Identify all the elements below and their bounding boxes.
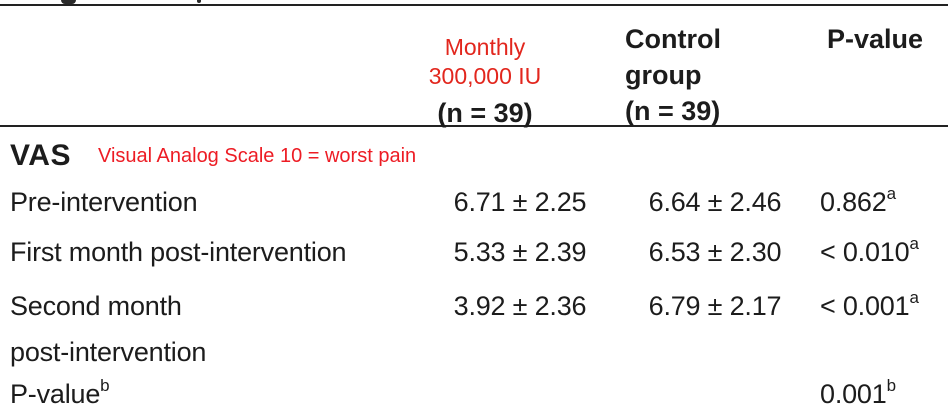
results-table: Monthly 300,000 IU (n = 39) Control grou… bbox=[0, 6, 948, 416]
monthly-value: 6.71 ± 2.25 bbox=[453, 186, 587, 217]
pvalue-cell: < 0.010a bbox=[800, 233, 948, 268]
table-top-rule bbox=[0, 4, 948, 6]
vas-section-cell: VAS Visual Analog Scale 10 = worst pain bbox=[0, 127, 948, 177]
control-header-line1: Control bbox=[625, 24, 721, 54]
clipped-caption-fragment bbox=[197, 0, 201, 3]
row-label-text: P-value bbox=[10, 379, 101, 409]
pvalue-superscript: a bbox=[886, 183, 896, 203]
control-value: 6.79 ± 2.17 bbox=[648, 291, 782, 321]
pvalue-text: < 0.001 bbox=[820, 291, 910, 321]
pvalue-text: < 0.010 bbox=[820, 236, 910, 267]
header-monthly-group: Monthly 300,000 IU (n = 39) bbox=[395, 6, 575, 129]
header-empty-cell bbox=[0, 6, 430, 129]
vas-section-title: VAS bbox=[10, 139, 71, 172]
pvalue-superscript: a bbox=[909, 233, 919, 253]
header-control-group: Control group (n = 39) bbox=[610, 6, 800, 129]
table-row: First month post-intervention 5.33 ± 2.3… bbox=[0, 227, 948, 277]
control-value: 6.64 ± 2.46 bbox=[648, 186, 782, 217]
clipped-caption-fragment bbox=[61, 0, 76, 4]
monthly-header-line1: Monthly bbox=[444, 34, 526, 60]
table-row: Pre-intervention 6.71 ± 2.25 6.64 ± 2.46… bbox=[0, 177, 948, 227]
pvalue-superscript: b bbox=[886, 376, 896, 395]
pvalue-cell: 0.001b bbox=[800, 376, 948, 410]
pvalue-text: 0.001 bbox=[820, 379, 887, 409]
monthly-value: 3.92 ± 2.36 bbox=[453, 291, 587, 321]
row-label: Second month post-intervention bbox=[10, 291, 207, 367]
monthly-header-line2: 300,000 IU bbox=[428, 63, 542, 89]
vas-annotation-note: Visual Analog Scale 10 = worst pain bbox=[97, 145, 417, 167]
row-label: Pre-intervention bbox=[10, 186, 198, 217]
monthly-value: 5.33 ± 2.39 bbox=[453, 236, 587, 267]
pvalue-superscript: a bbox=[909, 288, 919, 307]
row-label-superscript: b bbox=[100, 376, 110, 395]
monthly-header-n: (n = 39) bbox=[437, 98, 533, 128]
control-value: 6.53 ± 2.30 bbox=[648, 236, 782, 267]
pvalue-text: 0.862 bbox=[820, 186, 887, 217]
pvalue-cell: < 0.001a bbox=[800, 283, 948, 329]
control-header-n: (n = 39) bbox=[625, 96, 721, 126]
section-row-vas: VAS Visual Analog Scale 10 = worst pain bbox=[0, 127, 948, 177]
row-label: First month post-intervention bbox=[10, 236, 347, 267]
table-row: P-valueb 0.001b bbox=[0, 373, 948, 416]
control-header-line2: group bbox=[625, 60, 702, 90]
pvalue-cell: 0.862a bbox=[800, 183, 948, 218]
row-label: P-valueb bbox=[0, 376, 430, 410]
table-header-row: Monthly 300,000 IU (n = 39) Control grou… bbox=[0, 6, 948, 129]
table-row: Second month post-intervention 3.92 ± 2.… bbox=[0, 277, 948, 373]
header-pvalue: P-value bbox=[827, 24, 924, 54]
